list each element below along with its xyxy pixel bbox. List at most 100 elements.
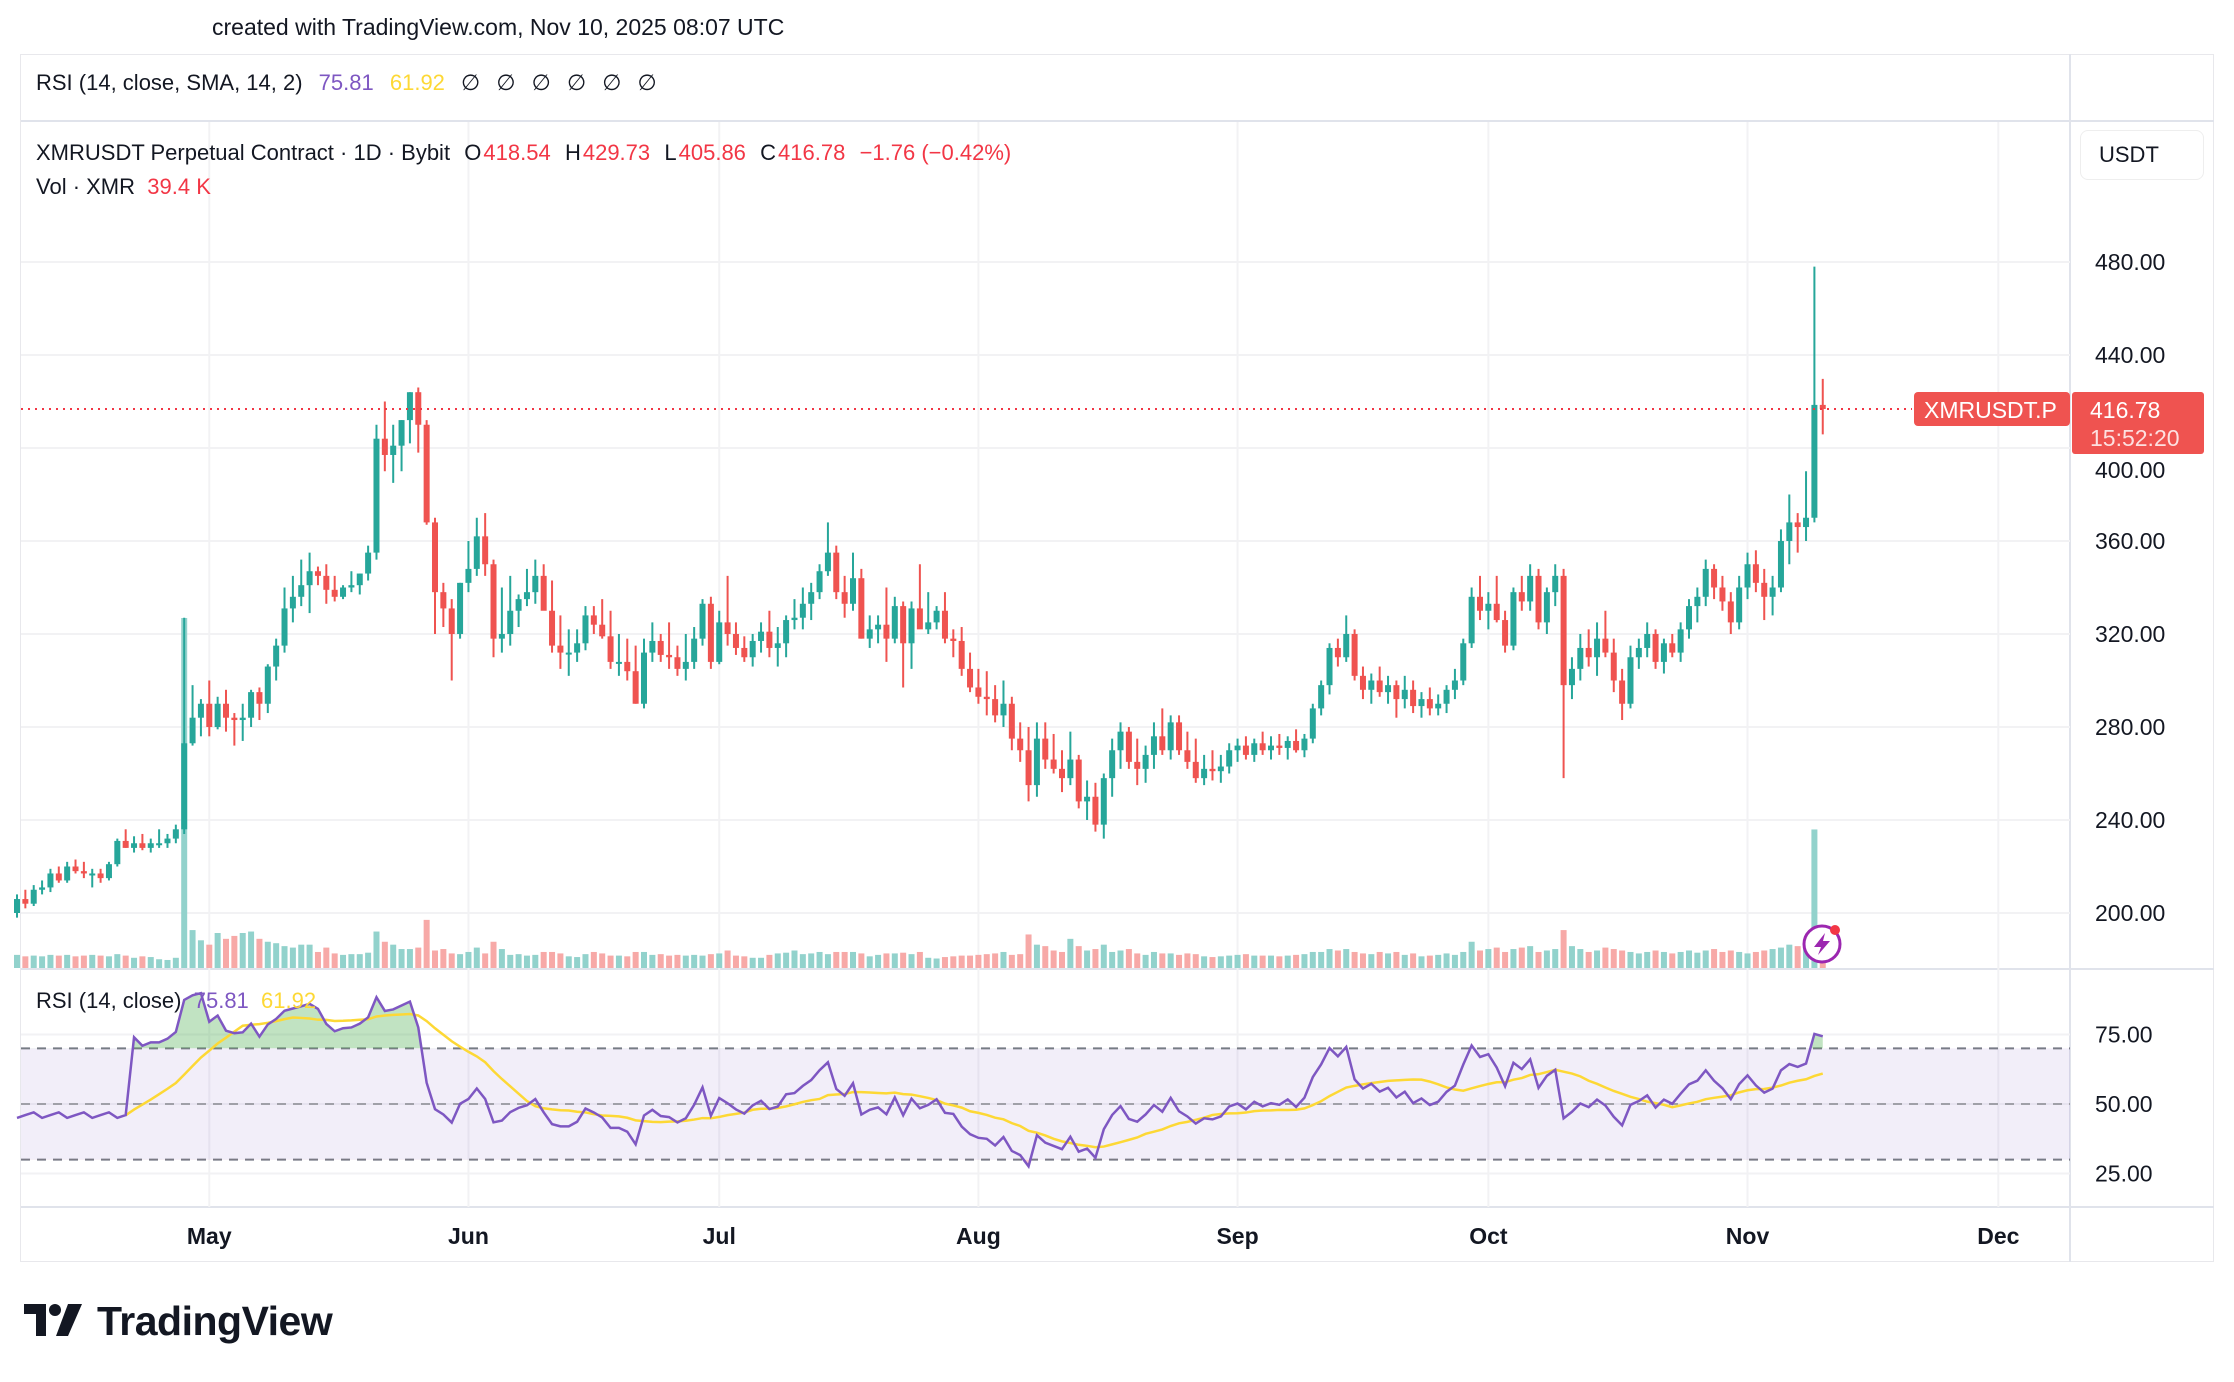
candle-body [356,573,363,586]
candle [1719,575,1726,611]
candle-body [398,420,405,446]
candle-body [1761,582,1768,597]
volume-bar [1451,954,1458,968]
change-value: −1.76 (−0.42%) [859,140,1012,165]
volume-bar [498,949,505,968]
volume-bar [515,954,522,968]
volume-bar [1619,950,1626,968]
candle [1092,782,1099,832]
candle [64,861,71,883]
volume-value: 39.4 K [147,174,211,199]
volume-bar [482,953,489,968]
candle-body [1309,708,1316,739]
currency-button[interactable]: USDT [2080,130,2204,180]
candle [1568,657,1575,700]
candle-body [473,536,480,569]
candle [47,868,54,893]
time-tick-label: Sep [1216,1223,1258,1249]
volume-bar [1502,951,1509,968]
candle [691,627,698,669]
candle-body [89,873,96,876]
low-value: 405.86 [678,140,746,165]
candle-body [1435,703,1442,709]
candle-body [423,424,430,523]
candle-body [30,889,37,904]
volume-bar [1727,950,1734,968]
candle-body [1719,587,1726,602]
volume-bar [1577,949,1584,968]
candle-body [691,638,698,662]
volume-bar [1644,951,1651,968]
volume-bar [323,947,330,968]
candle [749,634,756,667]
candle [1426,687,1433,716]
volume-bar [248,931,255,968]
volume-bar [1493,947,1500,968]
volume-bar [423,919,430,968]
candle-body [80,871,87,874]
candle [348,571,355,593]
candle [147,838,154,853]
candle-body [323,575,330,590]
candle [1777,529,1784,593]
candle-body [147,843,154,848]
candle-body [632,671,639,704]
volume-bar [1259,955,1266,968]
candle-body [1552,575,1559,593]
candle [89,868,96,888]
tradingview-wordmark[interactable]: TradingView [97,1298,333,1344]
candle [1284,736,1291,760]
time-tick-label: May [187,1223,232,1249]
volume-bar [72,956,79,968]
candle [1727,592,1734,634]
candle-body [457,582,464,634]
volume-bar [1368,954,1375,968]
candle [465,541,472,593]
candle-body [1777,541,1784,588]
candle [682,634,689,681]
candle-body [105,864,112,879]
candle [206,680,213,737]
volume-bar [1585,951,1592,968]
rsi-legend[interactable]: RSI (14, close) 75.81 61.92 [36,988,316,1014]
rsi-sma-value: 61.92 [261,988,317,1013]
candle [574,629,581,662]
volume-bar [716,953,723,968]
candle [724,575,731,646]
candle-body [783,620,790,644]
candle [1410,680,1417,714]
volume-bar [1527,946,1534,968]
candle [1485,592,1492,630]
candle [1017,722,1024,762]
volume-bar [858,953,865,968]
candle [1226,743,1233,774]
candle-body [758,631,765,641]
candle-body [799,603,806,618]
candle [1159,708,1166,755]
volume-bar [1794,946,1801,968]
volume-bar [381,941,388,968]
symbol-legend[interactable]: XMRUSDT Perpetual Contract · 1D · Bybit … [36,140,1013,166]
candle-body [674,657,681,669]
candle-body [1660,643,1667,662]
close-label: C [760,140,777,165]
candle [457,582,464,639]
na-mark: ∅ [531,70,551,95]
volume-bar [1610,949,1617,968]
candle [1510,587,1517,651]
candle [1736,575,1743,630]
candle [1477,575,1483,621]
volume-legend[interactable]: Vol · XMR 39.4 K [36,174,211,200]
lightning-alert-icon[interactable] [1802,924,1842,964]
candle-body [39,887,46,890]
candle-body [1669,643,1676,653]
tradingview-logo-icon[interactable] [24,1304,84,1336]
rsi-header-legend[interactable]: RSI (14, close, SMA, 14, 2) 75.81 61.92 … [36,70,667,96]
candle [1694,587,1701,623]
candle-body [624,661,631,672]
volume-bar [774,953,781,968]
candle [1435,694,1442,716]
volume-bar [289,947,296,968]
candle [1527,564,1534,611]
